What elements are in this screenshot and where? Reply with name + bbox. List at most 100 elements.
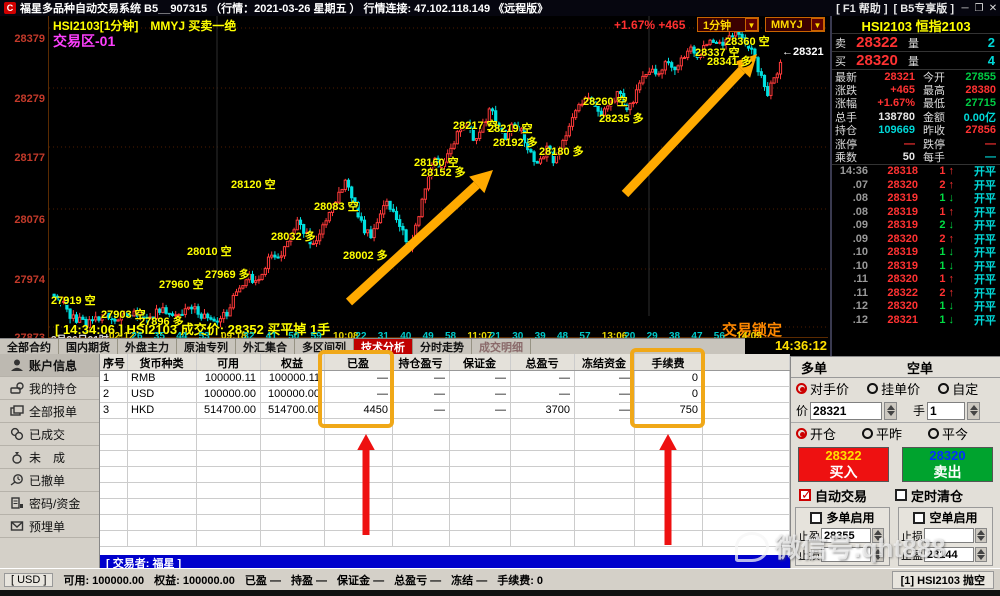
quote-field-label: 每手 bbox=[923, 152, 945, 165]
chevron-down-icon[interactable]: ▼ bbox=[811, 18, 824, 31]
price-mode-挂单价[interactable]: 挂单价 bbox=[867, 379, 934, 398]
sidebar-item-账户信息[interactable]: 账户信息 bbox=[0, 354, 99, 377]
tick-volume: 1 ↓ bbox=[939, 192, 954, 205]
long-enable-止盈-stepper[interactable] bbox=[872, 528, 884, 543]
sidebar-item-已撤单[interactable]: 已撤单 bbox=[0, 469, 99, 492]
strategy-dropdown[interactable]: MMYJ ▼ bbox=[765, 17, 825, 32]
timed-close-checkbox[interactable] bbox=[895, 489, 908, 501]
quote-field-label: 最高 bbox=[923, 85, 945, 98]
tab-外汇集合[interactable]: 外汇集合 bbox=[236, 339, 295, 354]
table-row[interactable] bbox=[100, 435, 790, 451]
table-row[interactable] bbox=[100, 419, 790, 435]
tick-price: 28319 bbox=[887, 192, 918, 205]
help-button[interactable]: [ F1 帮助 ] bbox=[836, 3, 888, 15]
tick-volume: 1 ↓ bbox=[939, 259, 954, 272]
long-enable-止盈-input[interactable] bbox=[821, 528, 871, 543]
buy-button[interactable]: 28322 买入 bbox=[798, 447, 889, 482]
tick-time: .12 bbox=[852, 300, 868, 313]
tab-多区间列[interactable]: 多区间列 bbox=[295, 339, 354, 354]
sidebar-item-全部报单[interactable]: 全部报单 bbox=[0, 400, 99, 423]
table-cell bbox=[325, 467, 393, 482]
sidebar-item-已成交[interactable]: 已成交 bbox=[0, 423, 99, 446]
price-mode-对手价[interactable]: 对手价 bbox=[796, 379, 863, 398]
x-axis-label: 14:05 bbox=[736, 331, 762, 342]
table-row[interactable]: 3 HKD 514700.00 514700.00 4450— —3700—750 bbox=[100, 403, 790, 419]
sidebar-item-密码/资金[interactable]: 密码/资金 bbox=[0, 492, 99, 515]
signal-annotation: 28180 多 bbox=[539, 146, 584, 158]
table-cell: — bbox=[575, 371, 635, 386]
table-cell: RMB bbox=[128, 371, 197, 386]
table-cell: USD bbox=[128, 387, 197, 402]
table-row[interactable] bbox=[100, 531, 790, 547]
minimize-button[interactable]: ─ bbox=[961, 2, 969, 14]
quote-field-value: 27715 bbox=[965, 97, 996, 110]
signal-annotation: 28032 多 bbox=[271, 231, 316, 243]
long-enable-title-row: 多单启用 bbox=[798, 509, 887, 526]
currency-cell[interactable]: [ USD ] bbox=[4, 572, 54, 587]
sell-button[interactable]: 28320 卖出 bbox=[902, 447, 993, 482]
table-row[interactable]: 2 USD 100000.00 100000.00— — — — —0 bbox=[100, 387, 790, 403]
short-enable-止盈-input[interactable] bbox=[924, 547, 974, 562]
long-enable-止损-input[interactable] bbox=[821, 547, 871, 562]
tab-全部合约[interactable]: 全部合约 bbox=[0, 339, 59, 354]
tab-技术分析[interactable]: 技术分析 bbox=[354, 339, 413, 354]
table-cell bbox=[128, 483, 197, 498]
candlestick-chart[interactable]: HSI2103[1分钟] MMYJ 买卖一绝 交易区-01 +1.67% +46… bbox=[48, 16, 829, 346]
short-enable-field-label: 止盈 bbox=[901, 549, 923, 562]
table-cell: — bbox=[393, 371, 450, 386]
price-stepper[interactable] bbox=[884, 401, 898, 420]
sidebar-item-我的持仓[interactable]: 我的持仓 bbox=[0, 377, 99, 400]
tab-原油专列[interactable]: 原油专列 bbox=[177, 339, 236, 354]
signal-annotation: 28235 多 bbox=[599, 113, 644, 125]
long-enable-止损-stepper[interactable] bbox=[872, 547, 884, 562]
short-enable-checkbox[interactable] bbox=[913, 511, 926, 524]
sidebar-item-预埋单[interactable]: 预埋单 bbox=[0, 515, 99, 538]
short-enable-止损-input[interactable] bbox=[924, 528, 974, 543]
table-row[interactable] bbox=[100, 467, 790, 483]
table-row[interactable] bbox=[100, 483, 790, 499]
lots-stepper[interactable] bbox=[967, 401, 981, 420]
tab-long[interactable]: 多单 bbox=[801, 360, 828, 376]
quote-row: 最新 28321 今开 27855 bbox=[832, 70, 1000, 84]
table-row[interactable] bbox=[100, 451, 790, 467]
chevron-down-icon[interactable]: ▼ bbox=[745, 18, 758, 31]
tick-openclose: 开平 bbox=[974, 166, 996, 179]
sidebar-item-label: 密码/资金 bbox=[29, 496, 81, 511]
table-cell bbox=[703, 419, 790, 434]
table-cell bbox=[197, 483, 261, 498]
period-dropdown[interactable]: 1分钟 ▼ bbox=[697, 17, 759, 32]
table-cell bbox=[197, 499, 261, 514]
price-input[interactable] bbox=[810, 401, 883, 420]
table-cell bbox=[128, 435, 197, 450]
tab-short[interactable]: 空单 bbox=[907, 360, 934, 376]
open-mode-平今[interactable]: 平今 bbox=[928, 424, 990, 443]
table-row[interactable]: 1 RMB 100000.11 100000.11— — — — —0 bbox=[100, 371, 790, 387]
tab-外盘主力[interactable]: 外盘主力 bbox=[118, 339, 177, 354]
tab-成交明细[interactable]: 成交明细 bbox=[472, 339, 531, 354]
table-cell: — bbox=[393, 403, 450, 418]
close-button[interactable]: ✕ bbox=[988, 2, 998, 14]
lots-input[interactable] bbox=[927, 401, 966, 420]
tick-time: .12 bbox=[852, 313, 868, 326]
short-enable-止损-stepper[interactable] bbox=[975, 528, 987, 543]
tick-time: .10 bbox=[852, 259, 868, 272]
table-row[interactable] bbox=[100, 515, 790, 531]
auto-trade-checkbox[interactable] bbox=[799, 487, 812, 503]
long-enable-checkbox[interactable] bbox=[810, 511, 823, 524]
tab-国内期货[interactable]: 国内期货 bbox=[59, 339, 118, 354]
signal-annotation: 28337 空 bbox=[695, 47, 740, 59]
tick-price: 28318 bbox=[887, 165, 918, 178]
open-mode-平昨[interactable]: 平昨 bbox=[862, 424, 924, 443]
short-enable-止盈-stepper[interactable] bbox=[975, 547, 987, 562]
table-cell bbox=[100, 419, 128, 434]
table-cell bbox=[100, 467, 128, 482]
sidebar-item-未 成[interactable]: 未 成 bbox=[0, 446, 99, 469]
signal-annotation: 28219 空 bbox=[488, 123, 533, 135]
tab-分时走势[interactable]: 分时走势 bbox=[413, 339, 472, 354]
table-row[interactable] bbox=[100, 499, 790, 515]
restore-button[interactable]: ❐ bbox=[974, 2, 984, 14]
x-axis-label: 29 bbox=[646, 331, 658, 342]
open-mode-开仓[interactable]: 开仓 bbox=[796, 424, 858, 443]
table-cell bbox=[575, 483, 635, 498]
price-mode-自定[interactable]: 自定 bbox=[938, 379, 996, 398]
